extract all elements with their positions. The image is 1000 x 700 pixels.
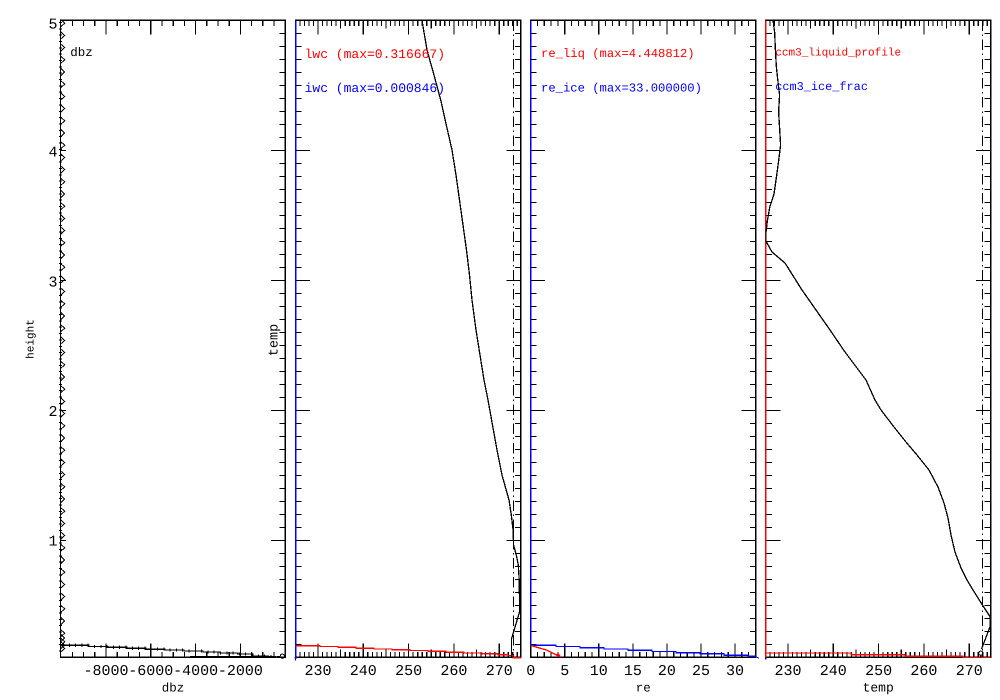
svg-text:5: 5 xyxy=(48,17,57,34)
svg-text:2: 2 xyxy=(48,404,57,421)
svg-text:ccm3_ice_frac: ccm3_ice_frac xyxy=(775,80,868,94)
svg-text:10: 10 xyxy=(590,663,608,680)
svg-text:-8000: -8000 xyxy=(83,663,128,680)
svg-text:230: 230 xyxy=(774,663,801,680)
svg-text:re_ice (max=33.000000): re_ice (max=33.000000) xyxy=(541,82,702,96)
svg-text:30: 30 xyxy=(726,663,744,680)
svg-text:240: 240 xyxy=(820,663,847,680)
svg-text:270: 270 xyxy=(956,663,983,680)
svg-text:260: 260 xyxy=(440,663,467,680)
svg-text:0: 0 xyxy=(526,663,535,680)
svg-text:-4000: -4000 xyxy=(173,663,218,680)
svg-text:temp: temp xyxy=(863,681,894,696)
svg-text:-2000: -2000 xyxy=(218,663,263,680)
svg-text:3: 3 xyxy=(48,275,57,292)
svg-text:5: 5 xyxy=(560,663,569,680)
svg-text:-6000: -6000 xyxy=(128,663,173,680)
svg-text:1: 1 xyxy=(48,534,57,551)
svg-text:dbz: dbz xyxy=(70,46,93,60)
svg-text:iwc (max=0.000846): iwc (max=0.000846) xyxy=(305,81,445,96)
svg-text:15: 15 xyxy=(624,663,642,680)
svg-text:230: 230 xyxy=(304,663,331,680)
svg-text:260: 260 xyxy=(910,663,937,680)
svg-text:250: 250 xyxy=(395,663,422,680)
svg-text:height: height xyxy=(26,319,38,359)
svg-text:20: 20 xyxy=(658,663,676,680)
svg-text:4: 4 xyxy=(48,145,57,162)
svg-text:temp: temp xyxy=(268,324,283,356)
svg-text:240: 240 xyxy=(350,663,377,680)
svg-text:25: 25 xyxy=(692,663,710,680)
svg-text:lwc (max=0.316667): lwc (max=0.316667) xyxy=(305,47,445,62)
svg-text:270: 270 xyxy=(486,663,513,680)
svg-text:250: 250 xyxy=(865,663,892,680)
svg-text:ccm3_liquid_profile: ccm3_liquid_profile xyxy=(775,48,901,60)
svg-text:dbz: dbz xyxy=(162,682,185,696)
svg-text:re: re xyxy=(636,682,651,696)
svg-text:re_liq (max=4.448812): re_liq (max=4.448812) xyxy=(541,47,695,61)
